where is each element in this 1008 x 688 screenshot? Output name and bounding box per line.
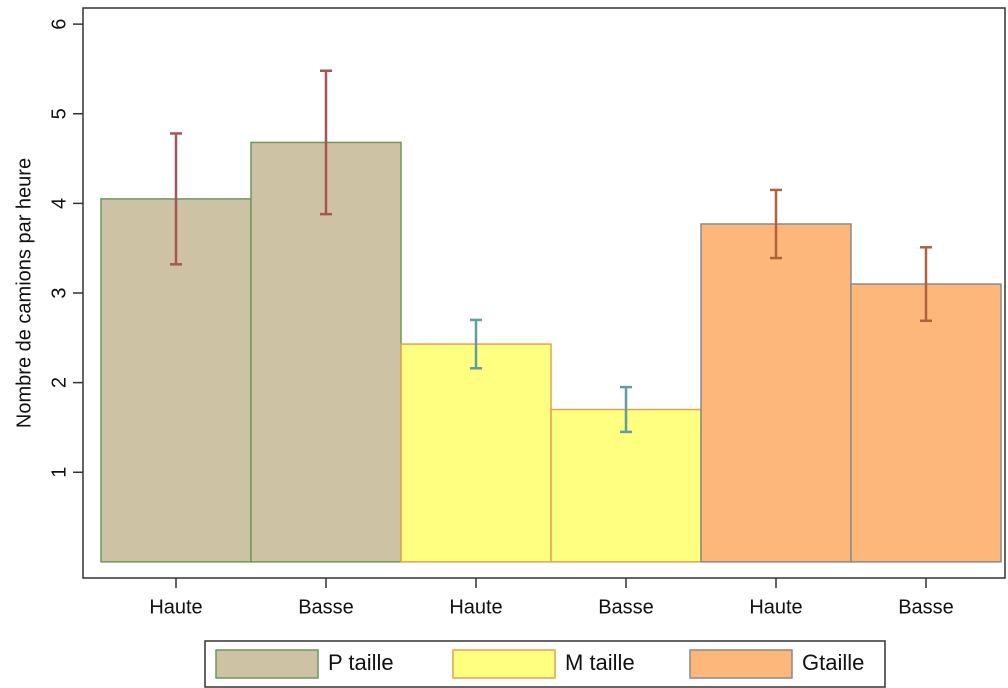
- error-bar: [920, 246, 932, 323]
- y-axis-label: Nombre de camions par heure: [13, 158, 35, 428]
- y-tick-label: 4: [48, 198, 70, 209]
- x-tick-label: Basse: [298, 596, 354, 618]
- x-tick-label: Haute: [749, 596, 802, 618]
- legend-label: P taille: [328, 650, 394, 675]
- x-tick-label: Haute: [449, 596, 502, 618]
- error-bar: [620, 385, 632, 434]
- legend-swatch: [452, 649, 556, 679]
- y-tick-label: 3: [48, 287, 70, 298]
- y-tick-label: 2: [48, 377, 70, 388]
- x-tick-label: Basse: [598, 596, 654, 618]
- legend-swatch: [689, 649, 793, 679]
- bar: [700, 223, 852, 563]
- y-tick-label: 6: [48, 19, 70, 30]
- legend-swatch: [215, 649, 319, 679]
- error-bar: [170, 132, 182, 266]
- x-tick-label: Basse: [898, 596, 954, 618]
- legend-label: M taille: [565, 650, 635, 675]
- bar: [850, 283, 1002, 563]
- y-tick-label: 5: [48, 108, 70, 119]
- x-tick-label: Haute: [149, 596, 202, 618]
- error-bar: [770, 188, 782, 260]
- legend-label: Gtaille: [802, 650, 864, 675]
- y-tick-label: 1: [48, 467, 70, 478]
- error-bar: [320, 69, 332, 216]
- error-bar: [470, 318, 482, 370]
- bar: [400, 343, 552, 563]
